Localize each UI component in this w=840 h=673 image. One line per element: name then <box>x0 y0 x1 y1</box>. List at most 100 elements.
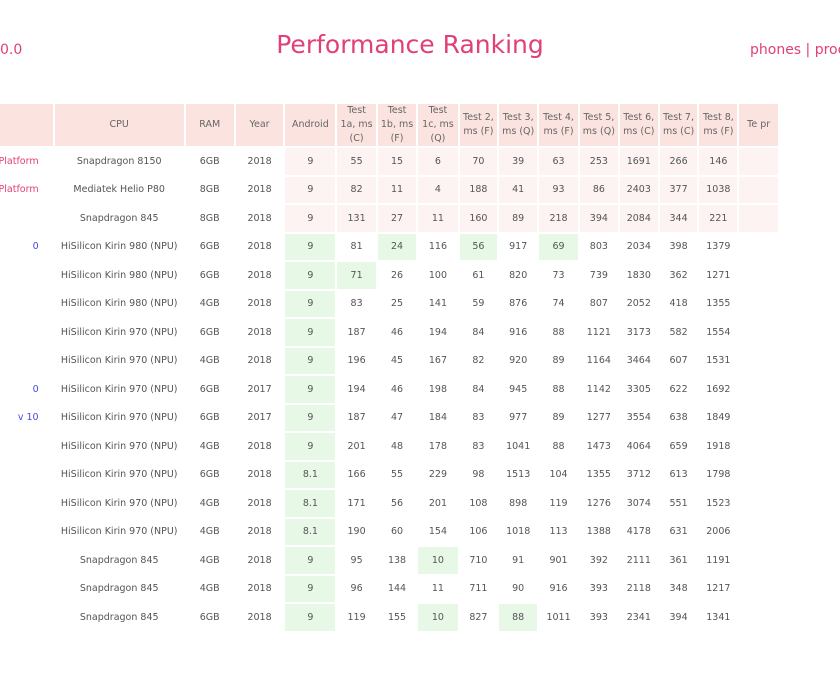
cpu-cell: HiSilicon Kirin 980 (NPU) <box>60 269 178 281</box>
data-cell <box>739 319 778 346</box>
data-cell: 83 <box>472 440 485 452</box>
cpu-cell: Mediatek Helio P80 <box>73 184 165 196</box>
nav-links[interactable]: phones | proce <box>750 42 840 58</box>
data-cell: 10 <box>418 604 458 631</box>
data-cell: 70 <box>459 148 498 175</box>
data-cell: 9 <box>285 547 336 574</box>
data-cell: 1271 <box>706 269 731 281</box>
data-cell: 398 <box>669 241 688 253</box>
data-cell: 6GB <box>199 611 220 623</box>
data-cell: 84 <box>472 383 485 395</box>
column-header <box>0 104 53 146</box>
data-cell: 1041 <box>506 440 531 452</box>
data-cell <box>739 519 778 546</box>
data-cell: 8.1 <box>285 490 336 517</box>
data-cell: 2018 <box>247 355 272 367</box>
data-cell: 104 <box>549 469 568 481</box>
data-cell: 916 <box>509 326 528 338</box>
device-name <box>0 462 53 489</box>
data-cell: 201 <box>428 497 447 509</box>
data-cell: 362 <box>669 269 688 281</box>
table-row: Snapdragon 845 4GB 2018 9 96 144 11 711 90 916 393… <box>0 575 778 602</box>
data-cell: 827 <box>469 611 488 623</box>
data-cell: 3554 <box>626 412 651 424</box>
column-header: Year <box>235 104 284 146</box>
data-cell: 920 <box>509 355 528 367</box>
column-header: Test 2, ms (F) <box>459 104 498 146</box>
brand[interactable]: 0.0 <box>0 42 23 58</box>
data-cell: 2018 <box>247 184 272 196</box>
data-cell: 1018 <box>506 526 531 538</box>
device-name[interactable]: Platform <box>0 184 39 196</box>
data-cell: 187 <box>347 412 366 424</box>
data-cell: 1191 <box>706 554 731 566</box>
data-cell <box>739 376 778 403</box>
device-name <box>0 348 53 375</box>
data-cell: 69 <box>539 233 578 260</box>
device-name <box>0 547 53 574</box>
data-cell <box>739 348 778 375</box>
data-cell: 221 <box>699 205 738 232</box>
data-cell: 82 <box>337 176 376 203</box>
column-header: CPU <box>54 104 184 146</box>
data-cell: 659 <box>669 440 688 452</box>
data-cell: 11 <box>418 205 458 232</box>
data-cell: 89 <box>552 412 565 424</box>
data-cell: 9 <box>285 205 336 232</box>
data-cell: 96 <box>350 583 363 595</box>
data-cell: 393 <box>589 583 608 595</box>
column-header: Test 3, ms (Q) <box>499 104 538 146</box>
data-cell: 154 <box>428 526 447 538</box>
data-cell: 138 <box>387 554 407 566</box>
device-name[interactable]: ev Platform <box>0 155 39 167</box>
data-cell: 2018 <box>247 469 272 481</box>
table-row: HiSilicon Kirin 980 (NPU) 6GB 2018 9 71 26 100… <box>0 262 778 289</box>
table-row: Snapdragon 845 6GB 2018 9 119 155 10 827 88 1011 3… <box>0 604 778 631</box>
device-name <box>0 262 53 289</box>
data-cell: 4GB <box>199 355 220 367</box>
data-cell: 1164 <box>586 355 611 367</box>
device-name[interactable]: v 10 <box>17 412 39 424</box>
data-cell: 2034 <box>626 241 651 253</box>
data-cell: 201 <box>347 440 366 452</box>
data-cell: 81 <box>350 241 363 253</box>
data-cell: 141 <box>428 298 447 310</box>
data-cell: 166 <box>347 469 366 481</box>
data-cell: 607 <box>669 355 688 367</box>
data-cell: 2118 <box>626 583 651 595</box>
data-cell: 82 <box>472 355 485 367</box>
data-cell: 119 <box>549 497 568 509</box>
data-cell: 3074 <box>626 497 651 509</box>
device-name <box>0 519 53 546</box>
data-cell: 9 <box>285 176 336 203</box>
data-cell: 108 <box>469 497 488 509</box>
data-cell: 8.1 <box>285 518 336 545</box>
data-cell: 1142 <box>586 383 611 395</box>
data-cell: 10 <box>418 547 458 574</box>
cpu-cell: HiSilicon Kirin 970 (NPU) <box>60 440 178 452</box>
data-cell: 2018 <box>247 554 272 566</box>
data-cell: 187 <box>347 326 366 338</box>
data-cell: 2018 <box>247 526 272 538</box>
data-cell: 55 <box>337 148 376 175</box>
cpu-cell: Snapdragon 8150 <box>76 155 162 167</box>
device-name <box>0 433 53 460</box>
data-cell: 63 <box>539 148 578 175</box>
device-name[interactable]: 0 <box>32 241 39 253</box>
cpu-cell: Snapdragon 845 <box>79 611 159 623</box>
data-cell: 631 <box>669 526 688 538</box>
device-name[interactable]: 0 <box>32 383 39 395</box>
data-cell: 95 <box>350 554 363 566</box>
data-cell: 46 <box>391 383 404 395</box>
page-title: Performance Ranking <box>276 30 544 59</box>
data-cell: 188 <box>459 176 498 203</box>
data-cell: 61 <box>472 269 485 281</box>
data-cell: 1691 <box>619 148 658 175</box>
data-cell: 74 <box>552 298 565 310</box>
data-cell: 8GB <box>199 184 220 196</box>
data-cell: 711 <box>469 583 488 595</box>
data-cell: 229 <box>428 469 447 481</box>
data-cell: 55 <box>391 469 404 481</box>
data-cell: 6GB <box>199 383 220 395</box>
data-cell: 1513 <box>506 469 531 481</box>
